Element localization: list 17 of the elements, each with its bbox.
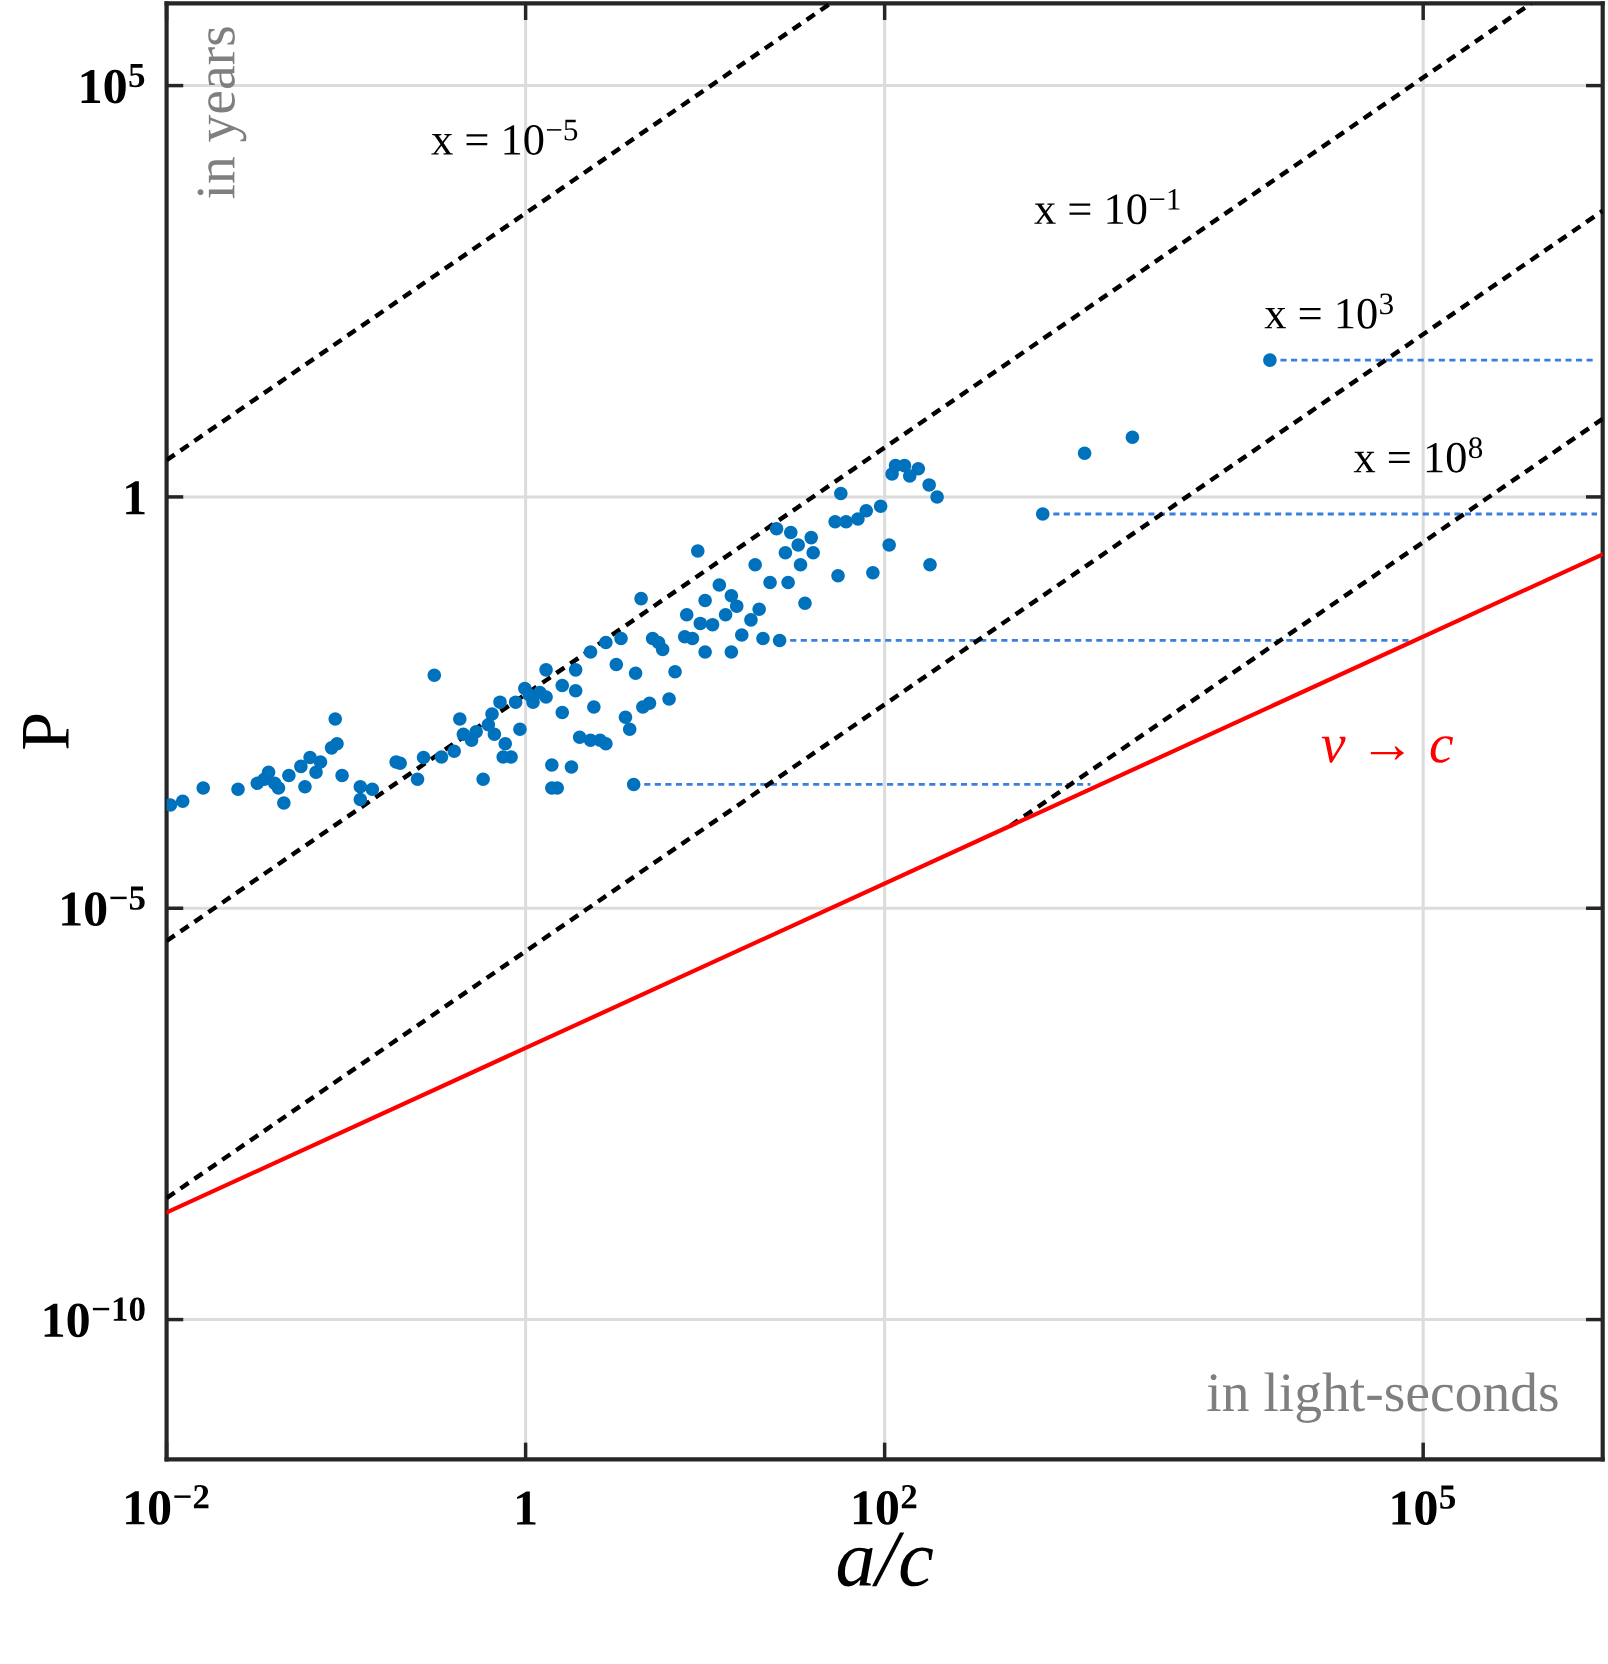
series-label: x = 10$^{8}$ [1353,437,1483,473]
y-axis-title: P [23,714,69,749]
series-label: x = 10$^{3}$ [1264,293,1393,329]
series-label: x = 10$^{−5}$ [431,119,578,155]
y-tick-label: 1 [126,481,145,515]
x-tick-label: 10$^{−2}$ [126,1485,209,1525]
series-label: x = 10$^{−1}$ [1034,189,1180,225]
x-tick-label: 10$^{5}$ [1392,1485,1456,1526]
x-axis-title: a/c [837,1532,933,1587]
y-tick-label: 10$^{5}$ [81,63,145,104]
series-label: v → c [1321,736,1453,763]
y-tick-label: 10$^{−5}$ [62,886,145,927]
x-tick-label: 1 [517,1491,536,1525]
annotation: in light-seconds [1207,1372,1558,1423]
x-tick-label: 10$^{2}$ [853,1485,917,1525]
annotation: in years [197,27,247,199]
y-tick-label: 10$^{−10}$ [44,1297,145,1338]
